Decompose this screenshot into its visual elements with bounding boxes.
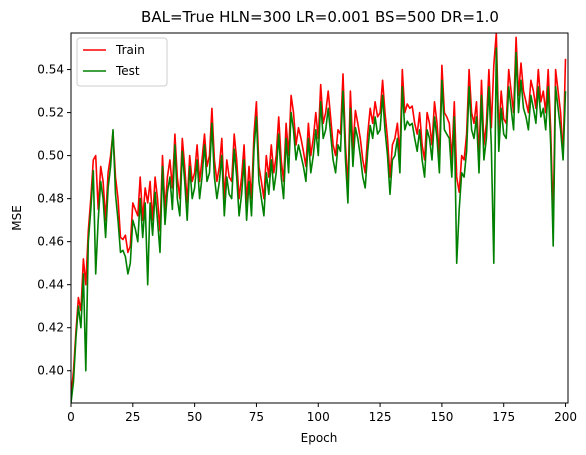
- legend-label-test: Test: [115, 64, 140, 78]
- x-tick-label: 100: [307, 410, 330, 424]
- x-tick-label: 150: [430, 410, 453, 424]
- chart-title: BAL=True HLN=300 LR=0.001 BS=500 DR=1.0: [141, 8, 499, 26]
- y-tick-label: 0.40: [37, 364, 64, 378]
- y-tick-label: 0.52: [37, 106, 64, 120]
- plot-frame: [70, 32, 569, 404]
- x-tick-label: 75: [249, 410, 264, 424]
- legend-label-train: Train: [115, 43, 145, 57]
- plot-area: [70, 32, 569, 404]
- series-line-test: [71, 47, 567, 403]
- y-tick-label: 0.46: [37, 235, 64, 249]
- x-tick-label: 50: [187, 410, 202, 424]
- x-tick-label: 25: [125, 410, 140, 424]
- x-tick-label: 200: [554, 410, 577, 424]
- y-tick-label: 0.50: [37, 149, 64, 163]
- x-axis-label: Epoch: [301, 431, 338, 445]
- x-tick-label: 125: [369, 410, 392, 424]
- y-tick-label: 0.44: [37, 278, 64, 292]
- series-layer: [71, 33, 567, 403]
- legend: Train Test: [76, 37, 168, 87]
- y-axis-label: MSE: [10, 205, 24, 231]
- y-tick-label: 0.54: [37, 63, 64, 77]
- x-tick-label: 175: [492, 410, 515, 424]
- x-tick-label: 0: [67, 410, 75, 424]
- y-axis: 0.40 0.42 0.44 0.46 0.48 0.50 0.52 0.54: [37, 63, 71, 378]
- y-tick-label: 0.48: [37, 192, 64, 206]
- y-tick-label: 0.42: [37, 321, 64, 335]
- x-axis: 0 25 50 75 100 125 150 175 200: [67, 403, 577, 424]
